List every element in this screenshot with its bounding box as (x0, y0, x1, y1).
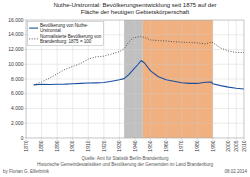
legend-handle (29, 38, 38, 39)
legend-label-line: Urstromtal (40, 28, 61, 33)
legend-handle (29, 28, 38, 29)
tick-y (25, 93, 27, 94)
tick-y (25, 64, 27, 65)
tick-label-x: 1950 (147, 140, 153, 151)
tick-label-x: 1930 (116, 140, 122, 151)
grid-line-x (166, 20, 167, 138)
grid-line-x (197, 20, 198, 138)
legend-frame (28, 22, 104, 46)
plot-frame (26, 20, 244, 138)
legend-label-line: Brandenburg: 1875 = 100 (40, 39, 92, 44)
grid-line-x (212, 20, 213, 138)
tick-label-x: 1900 (69, 140, 75, 151)
tick-label-x: 1980 (194, 140, 200, 151)
tick-x (244, 138, 245, 140)
tick-label-x: 1970 (178, 140, 184, 151)
tick-label-x: 2010 (241, 140, 247, 151)
tick-label-y: 6.000 (11, 90, 24, 96)
chart: Nuthe-Urstromtal: Bevölkerungsentwicklun… (0, 0, 250, 177)
annotation: Quelle: Amt für Statistik Berlin-Branden… (81, 156, 169, 161)
tick-label-y: 16.000 (8, 17, 24, 23)
tick-x (212, 138, 213, 140)
legend: Bevölkerung von Nuthe-UrstromtalNormalis… (28, 22, 104, 46)
tick-label-y: 0 (21, 135, 24, 141)
tick-x (166, 138, 167, 140)
tick-label-x: 1890 (54, 140, 60, 151)
tick-x (72, 138, 73, 140)
tick-label-y: 10.000 (8, 61, 24, 67)
title-line: Nuthe-Urstromtal: Bevölkerungsentwicklun… (53, 2, 216, 8)
tick-x (236, 138, 237, 140)
tick-x (57, 138, 58, 140)
tick-label-y: 14.000 (8, 31, 24, 37)
tick-label-x: 2000 (225, 140, 231, 151)
tick-x (41, 138, 42, 140)
grid-line-x (119, 20, 120, 138)
tick-x (181, 138, 182, 140)
tick-x (135, 138, 136, 140)
annotation: by Florian G. Elferbrink (3, 169, 50, 174)
tick-x (119, 138, 120, 140)
legend-label: Normalisierte Bevölkerung vonBrandenburg… (40, 34, 102, 44)
tick-x (197, 138, 198, 140)
tick-x (150, 138, 151, 140)
title-line: Fläche der heutigen Gebietskörperschaft (81, 9, 190, 15)
tick-y (25, 34, 27, 35)
tick-x (88, 138, 89, 140)
grid-line-x (181, 20, 182, 138)
tick-x (103, 138, 104, 140)
tick-label-x: 2005 (233, 140, 239, 151)
tick-y (25, 20, 27, 21)
tick-y (25, 49, 27, 50)
tick-y (25, 138, 27, 139)
tick-label-x: 1940 (132, 140, 138, 151)
grid-line-x (228, 20, 229, 138)
tick-label-x: 1920 (101, 140, 107, 151)
tick-label-x: 1880 (38, 140, 44, 151)
plot-area (26, 20, 244, 138)
tick-label-y: 4.000 (11, 105, 24, 111)
tick-label-y: 2.000 (11, 120, 24, 126)
tick-x (26, 138, 27, 140)
title: Nuthe-Urstromtal: Bevölkerungsentwicklun… (53, 2, 216, 15)
tick-x (228, 138, 229, 140)
grid-line-x (150, 20, 151, 138)
tick-label-x: 1990 (210, 140, 216, 151)
annotation: 08.02.2014 (224, 169, 247, 174)
series-line (34, 61, 244, 89)
tick-label-y: 12.000 (8, 46, 24, 52)
tick-label-x: 1960 (163, 140, 169, 151)
legend-label: Bevölkerung von Nuthe-Urstromtal (40, 23, 89, 33)
tick-y (25, 123, 27, 124)
grid-line-x (236, 20, 237, 138)
annotation: Historische Gemeindestatistiken und Bevö… (37, 162, 214, 167)
tick-y (25, 108, 27, 109)
tick-label-x: 1870 (23, 140, 29, 151)
tick-label-y: 8.000 (11, 76, 24, 82)
tick-y (25, 79, 27, 80)
tick-label-x: 1910 (85, 140, 91, 151)
